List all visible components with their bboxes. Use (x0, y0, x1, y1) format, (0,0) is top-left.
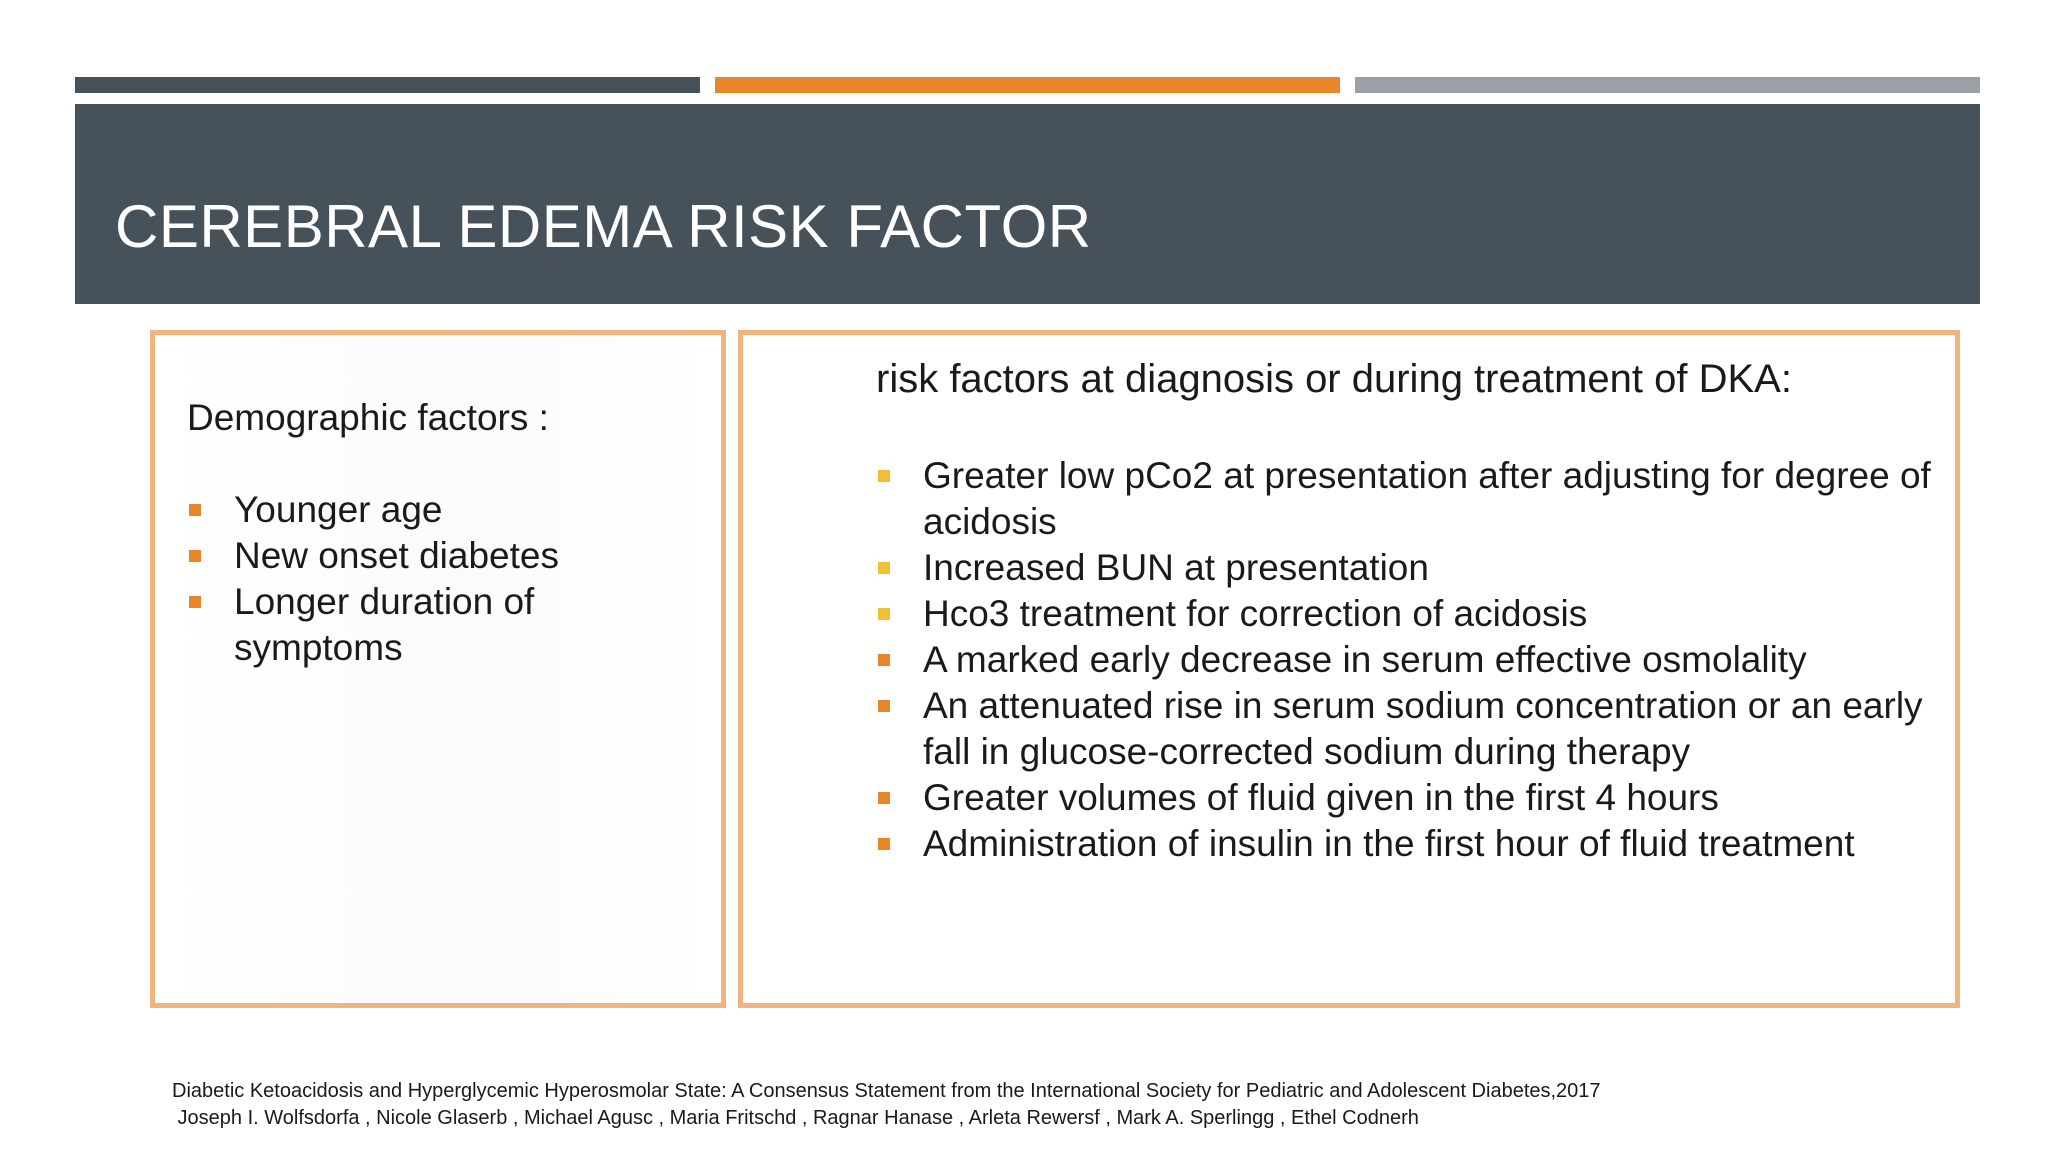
square-bullet-icon (189, 504, 201, 516)
square-bullet-icon (878, 470, 890, 482)
list-item: Longer duration of symptoms (187, 579, 707, 671)
list-item-text: Hco3 treatment for correction of acidosi… (923, 593, 1588, 634)
demographic-factors-heading: Demographic factors : (187, 397, 549, 438)
reference-citation: Diabetic Ketoacidosis and Hyperglycemic … (172, 1078, 1601, 1132)
square-bullet-icon (878, 608, 890, 620)
list-item-text: New onset diabetes (234, 535, 559, 576)
accent-bar-grey (1355, 77, 1980, 93)
list-item: Greater volumes of fluid given in the fi… (876, 775, 1936, 821)
square-bullet-icon (189, 550, 201, 562)
title-band: CEREBRAL EDEMA RISK FACTOR (75, 104, 1980, 304)
reference-line-title: Diabetic Ketoacidosis and Hyperglycemic … (172, 1080, 1601, 1102)
list-item: Greater low pCo2 at presentation after a… (876, 453, 1936, 545)
list-item: Administration of insulin in the first h… (876, 821, 1936, 867)
list-item: A marked early decrease in serum effecti… (876, 637, 1936, 683)
slide-title: CEREBRAL EDEMA RISK FACTOR (115, 193, 1092, 260)
reference-line-authors: Joseph I. Wolfsdorfa , Nicole Glaserb , … (172, 1107, 1419, 1129)
list-item-text: Younger age (234, 489, 443, 530)
list-item-text: Administration of insulin in the first h… (923, 823, 1855, 864)
square-bullet-icon (878, 654, 890, 666)
treatment-risk-factors-box: risk factors at diagnosis or during trea… (738, 330, 1960, 1008)
list-item: An attenuated rise in serum sodium conce… (876, 683, 1936, 775)
square-bullet-icon (878, 700, 890, 712)
list-item-text: Greater volumes of fluid given in the fi… (923, 777, 1719, 818)
accent-bar-orange (715, 77, 1340, 93)
square-bullet-icon (189, 596, 201, 608)
square-bullet-icon (878, 562, 890, 574)
accent-bar-dark (75, 77, 700, 93)
list-item-text: Greater low pCo2 at presentation after a… (923, 455, 1931, 542)
list-item-text: An attenuated rise in serum sodium conce… (923, 685, 1923, 772)
treatment-risk-factors-list: Greater low pCo2 at presentation after a… (876, 453, 1936, 867)
treatment-risk-factors-heading: risk factors at diagnosis or during trea… (876, 357, 1792, 401)
list-item: New onset diabetes (187, 533, 707, 579)
square-bullet-icon (878, 838, 890, 850)
list-item-text: A marked early decrease in serum effecti… (923, 639, 1807, 680)
list-item: Increased BUN at presentation (876, 545, 1936, 591)
list-item-text: Increased BUN at presentation (923, 547, 1429, 588)
square-bullet-icon (878, 792, 890, 804)
demographic-factors-list: Younger age New onset diabetes Longer du… (187, 487, 707, 671)
demographic-factors-box: Demographic factors : Younger age New on… (150, 330, 726, 1008)
list-item: Younger age (187, 487, 707, 533)
list-item: Hco3 treatment for correction of acidosi… (876, 591, 1936, 637)
list-item-text: Longer duration of symptoms (234, 581, 535, 668)
